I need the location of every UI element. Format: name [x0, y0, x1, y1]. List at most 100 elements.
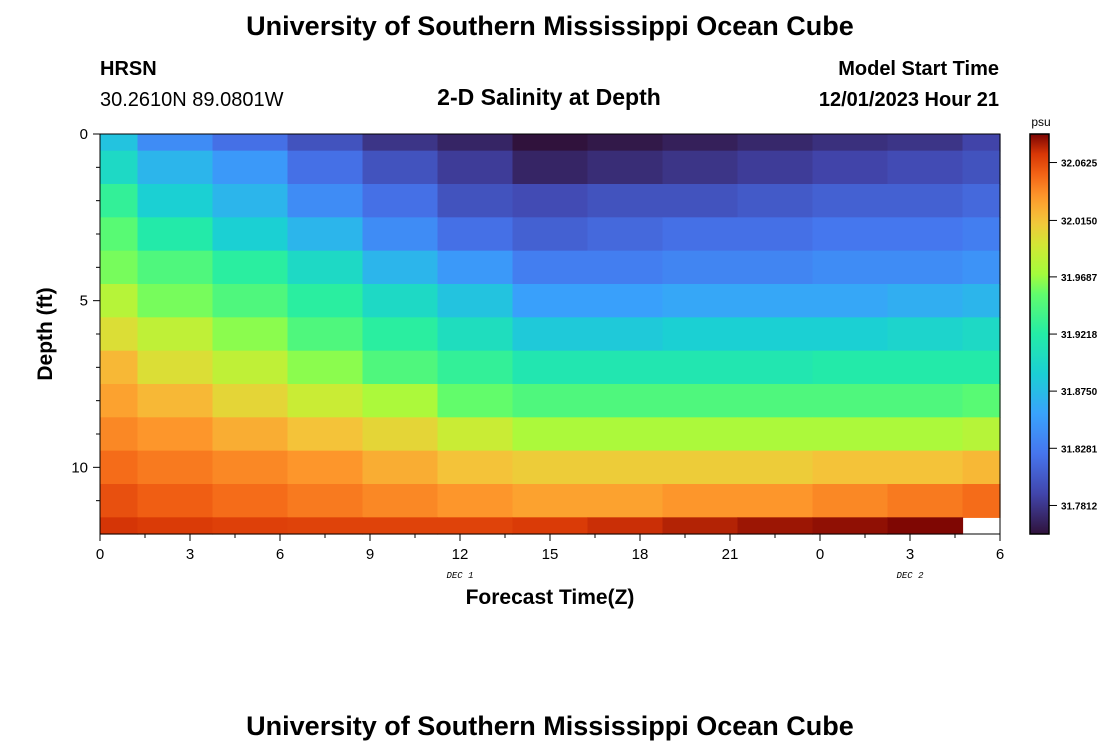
x-tick-label: 0	[96, 546, 104, 563]
x-tick-label: 3	[906, 546, 914, 563]
heatmap-cell	[587, 150, 664, 185]
heatmap-cell	[100, 150, 139, 185]
heatmap-cell	[437, 384, 514, 418]
heatmap-cell	[887, 217, 964, 252]
heatmap-cell	[662, 250, 739, 285]
heatmap-cell	[662, 417, 739, 452]
heatmap-cell	[587, 450, 664, 485]
heatmap-cell	[662, 184, 739, 218]
heatmap-cell	[212, 284, 289, 318]
chart-subtitle: 2-D Salinity at Depth	[437, 84, 661, 110]
heatmap-cell	[100, 250, 139, 285]
heatmap-cell	[512, 317, 589, 352]
heatmap-cell	[362, 350, 439, 385]
heatmap-cell	[137, 284, 214, 318]
heatmap-cell	[437, 450, 514, 485]
heatmap-cell	[737, 134, 814, 152]
station-coords: 30.2610N 89.0801W	[100, 89, 284, 111]
heatmap-cell	[812, 284, 889, 318]
y-axis: 0 5 10	[71, 126, 100, 502]
heatmap-cell	[362, 450, 439, 485]
y-tick-label: 0	[80, 126, 88, 143]
heatmap-cell	[212, 384, 289, 418]
heatmap-cell	[812, 184, 889, 218]
heatmap-cell	[137, 484, 214, 518]
station-name: HRSN	[100, 58, 157, 80]
heatmap-cell	[362, 417, 439, 452]
heatmap-cell	[100, 517, 139, 535]
model-start-label: Model Start Time	[838, 58, 999, 80]
heatmap-cell	[812, 217, 889, 252]
heatmap-cell	[962, 317, 1001, 352]
heatmap-cell	[362, 484, 439, 518]
heatmap-cell	[962, 350, 1001, 385]
colorbar-tick-label: 31.9687	[1061, 273, 1098, 284]
heatmap-cell	[662, 284, 739, 318]
x-tick-label: 15	[542, 546, 559, 563]
heatmap-cell	[287, 484, 364, 518]
heatmap-cell	[662, 150, 739, 185]
heatmap-cell	[287, 217, 364, 252]
heatmap-cell	[137, 184, 214, 218]
x-axis: 0 3 6 9 12 15 18 21 0 3 6 DEC 1 DEC 2	[96, 534, 1004, 581]
colorbar-tick-label: 32.0625	[1061, 159, 1098, 170]
heatmap-cell	[362, 150, 439, 185]
heatmap-cell	[662, 317, 739, 352]
heatmap-cell	[137, 250, 214, 285]
heatmap-cell	[512, 350, 589, 385]
heatmap-cell	[587, 250, 664, 285]
heatmap-cell	[512, 384, 589, 418]
heatmap-cell	[887, 417, 964, 452]
heatmap-cell	[662, 484, 739, 518]
heatmap-cell	[812, 417, 889, 452]
heatmap-cell	[812, 350, 889, 385]
y-axis-label: Depth (ft)	[34, 287, 57, 380]
heatmap-cell	[737, 284, 814, 318]
model-start-time: 12/01/2023 Hour 21	[819, 89, 999, 111]
heatmap-cell	[737, 350, 814, 385]
x-tick-label: 21	[722, 546, 739, 563]
heatmap-cell	[437, 484, 514, 518]
heatmap-cell	[737, 217, 814, 252]
colorbar-tick-label: 31.8281	[1061, 444, 1098, 455]
heatmap-cell	[100, 350, 139, 385]
heatmap-cell	[212, 250, 289, 285]
heatmap-cell	[812, 250, 889, 285]
heatmap-cell	[212, 150, 289, 185]
heatmap-cell	[662, 134, 739, 152]
heatmap-cell	[212, 317, 289, 352]
x-tick-label: 9	[366, 546, 374, 563]
heatmap-cell	[812, 134, 889, 152]
heatmap-cell	[512, 150, 589, 185]
heatmap-cell	[887, 350, 964, 385]
heatmap-cell	[512, 417, 589, 452]
heatmap-cell	[437, 150, 514, 185]
heatmap-cell	[212, 350, 289, 385]
heatmap-cell	[962, 184, 1001, 218]
heatmap-cell	[437, 350, 514, 385]
heatmap-cell	[437, 217, 514, 252]
heatmap-cell	[137, 417, 214, 452]
heatmap-cell	[887, 384, 964, 418]
heatmap-cell	[362, 284, 439, 318]
heatmap-cell	[962, 150, 1001, 185]
heatmap-cell	[287, 384, 364, 418]
heatmap-cell	[287, 417, 364, 452]
heatmap-cell	[737, 417, 814, 452]
heatmap-cell	[137, 350, 214, 385]
heatmap-cell	[512, 284, 589, 318]
heatmap-cell	[962, 284, 1001, 318]
y-tick-label: 10	[71, 459, 88, 476]
footer-title: University of Southern Mississippi Ocean…	[246, 711, 854, 741]
heatmap-cell	[362, 250, 439, 285]
heatmap-cell	[887, 150, 964, 185]
heatmap-cell	[962, 250, 1001, 285]
heatmap-cell	[512, 217, 589, 252]
colorbar-tick-label: 31.9218	[1061, 330, 1098, 341]
heatmap-cell	[512, 517, 589, 535]
heatmap-cell	[662, 517, 739, 535]
date-label: DEC 1	[446, 571, 473, 581]
heatmap-cell	[737, 184, 814, 218]
heatmap-cell	[887, 517, 964, 535]
